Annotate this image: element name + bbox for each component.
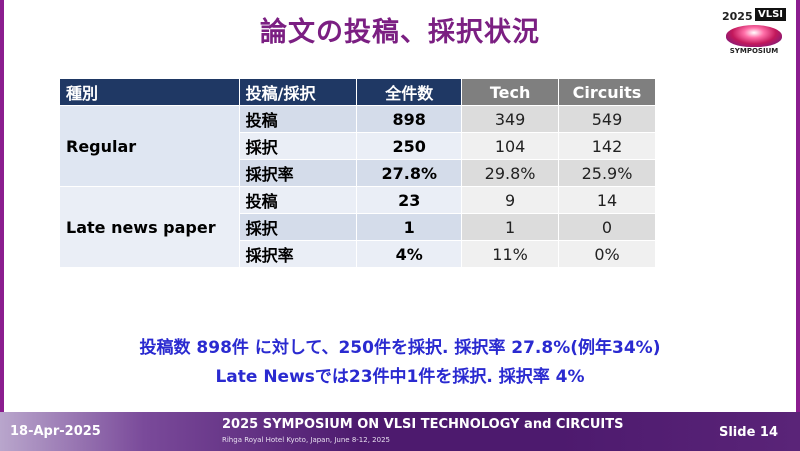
row-tech: 1 [461,213,560,241]
summary-late-news: Late Newsでは23件中1件を採択. 採択率 4% [215,367,585,387]
row-tech: 29.8% [461,159,560,187]
submission-table: 種別 投稿/採択 全件数 Tech Circuits Regular 投稿 89… [59,78,656,268]
row-tech: 11% [461,240,560,268]
row-circuits: 0% [558,240,656,268]
row-type: 投稿 [238,186,358,214]
row-tech: 9 [461,186,560,214]
row-total: 250 [356,132,463,160]
group-kind: Late news paper [59,186,240,268]
table-row: Late news paper 投稿 23 9 14 [59,186,656,268]
row-type: 採択率 [238,159,358,187]
table-row: 採択 1 1 0 [60,213,656,241]
logo-year: 2025 [722,10,753,23]
footer-conference: 2025 SYMPOSIUM ON VLSI TECHNOLOGY and CI… [222,417,624,432]
slide-number: Slide 14 [718,425,778,440]
table-row: 採択率 4% 11% 0% [60,240,656,268]
logo-subtitle: SYMPOSIUM [729,47,779,55]
header-total: 全件数 [356,78,463,106]
row-circuits: 25.9% [558,159,656,187]
header-circuits: Circuits [558,78,656,106]
row-type: 採択 [238,213,358,241]
logo-badge: VLSI [754,8,786,21]
row-circuits: 549 [558,105,656,133]
row-total: 898 [356,105,463,133]
footer-date: 18-Apr-2025 [10,424,101,439]
row-circuits: 0 [558,213,656,241]
footer-venue: Rihga Royal Hotel Kyoto, Japan, June 8-1… [222,436,390,444]
table-row: 採択 250 104 142 [60,132,656,160]
row-total: 1 [356,213,463,241]
row-total: 27.8% [356,159,463,187]
row-circuits: 142 [558,132,656,160]
footer-bar: 18-Apr-2025 2025 SYMPOSIUM ON VLSI TECHN… [0,412,800,451]
summary-regular: 投稿数 898件 に対して、250件を採択. 採択率 27.8%(例年34%) [139,338,661,358]
right-border [796,0,800,412]
row-tech: 349 [461,105,560,133]
table-header-row: 種別 投稿/採択 全件数 Tech Circuits [59,78,656,106]
row-total: 4% [356,240,463,268]
row-circuits: 14 [558,186,656,214]
row-type: 投稿 [238,105,358,133]
row-type: 採択 [238,132,358,160]
slide-title: 論文の投稿、採択状況 [260,17,540,48]
left-border [0,0,4,412]
header-tech: Tech [461,78,560,106]
globe-icon [726,25,782,47]
header-kind: 種別 [59,78,240,106]
table-row: Regular 投稿 898 349 549 [59,105,656,187]
vlsi-symposium-logo: 2025 VLSI SYMPOSIUM [722,8,786,58]
row-total: 23 [356,186,463,214]
row-tech: 104 [461,132,560,160]
table-row: 採択率 27.8% 29.8% 25.9% [60,159,656,187]
header-type: 投稿/採択 [238,78,358,106]
group-kind: Regular [59,105,240,187]
row-type: 採択率 [238,240,358,268]
